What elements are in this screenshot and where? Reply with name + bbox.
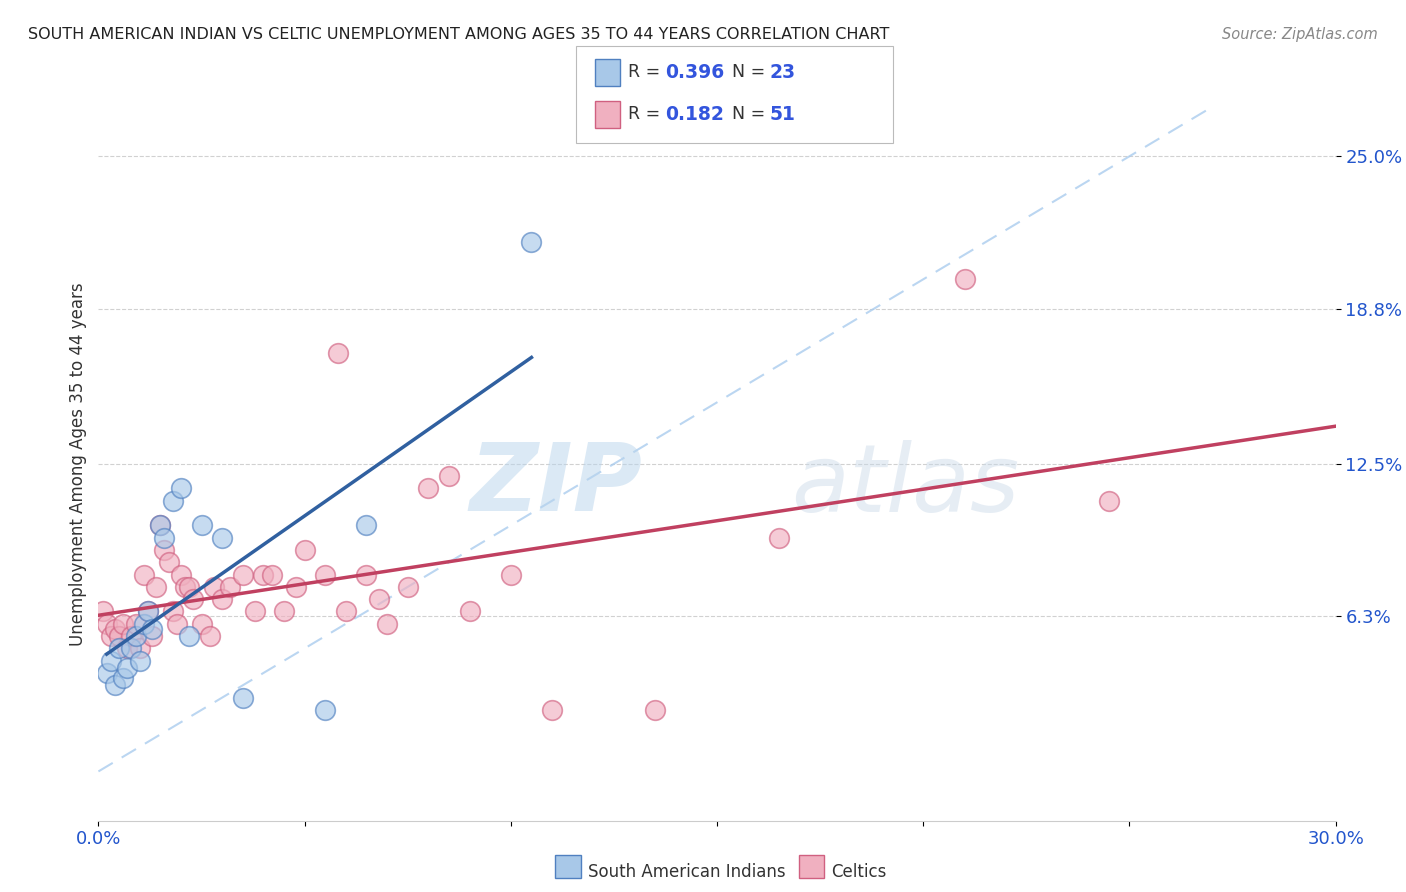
- Point: [314, 567, 336, 582]
- Point: [100, 654, 122, 668]
- Point: [132, 567, 155, 582]
- Point: [117, 661, 139, 675]
- Point: [157, 555, 180, 569]
- Point: [149, 518, 172, 533]
- Point: [211, 531, 233, 545]
- Point: [108, 629, 131, 643]
- Point: [211, 592, 233, 607]
- Point: [128, 641, 150, 656]
- Point: [136, 605, 159, 619]
- Point: [190, 616, 212, 631]
- Point: [112, 616, 135, 631]
- Point: [108, 641, 131, 656]
- Point: [219, 580, 242, 594]
- Point: [128, 654, 150, 668]
- Point: [153, 531, 176, 545]
- Point: [294, 543, 316, 558]
- Point: [104, 622, 127, 636]
- Point: [162, 493, 184, 508]
- Point: [117, 641, 139, 656]
- Text: N =: N =: [721, 63, 770, 81]
- Point: [179, 629, 201, 643]
- Text: ZIP: ZIP: [470, 439, 643, 532]
- Point: [458, 605, 481, 619]
- Point: [356, 518, 378, 533]
- Point: [953, 272, 976, 286]
- Point: [174, 580, 197, 594]
- Point: [499, 567, 522, 582]
- Text: 0.396: 0.396: [665, 63, 724, 82]
- Point: [120, 629, 142, 643]
- Point: [396, 580, 419, 594]
- Text: SOUTH AMERICAN INDIAN VS CELTIC UNEMPLOYMENT AMONG AGES 35 TO 44 YEARS CORRELATI: SOUTH AMERICAN INDIAN VS CELTIC UNEMPLOY…: [28, 27, 890, 42]
- Text: Source: ZipAtlas.com: Source: ZipAtlas.com: [1222, 27, 1378, 42]
- Point: [141, 629, 163, 643]
- Point: [418, 482, 440, 496]
- Point: [198, 629, 221, 643]
- Point: [112, 671, 135, 685]
- Point: [190, 518, 212, 533]
- Point: [141, 622, 163, 636]
- Point: [375, 616, 398, 631]
- Point: [96, 616, 118, 631]
- Point: [335, 605, 357, 619]
- Point: [367, 592, 389, 607]
- Point: [166, 616, 188, 631]
- Text: R =: R =: [628, 105, 666, 123]
- Text: N =: N =: [721, 105, 770, 123]
- Point: [104, 678, 127, 692]
- Point: [326, 346, 349, 360]
- Point: [356, 567, 378, 582]
- Point: [243, 605, 266, 619]
- Point: [314, 703, 336, 717]
- Point: [285, 580, 308, 594]
- Text: R =: R =: [628, 63, 666, 81]
- Point: [170, 482, 193, 496]
- Point: [273, 605, 295, 619]
- Point: [437, 469, 460, 483]
- Point: [91, 605, 114, 619]
- Point: [520, 235, 543, 250]
- Point: [179, 580, 201, 594]
- Point: [202, 580, 225, 594]
- Point: [132, 616, 155, 631]
- Point: [181, 592, 204, 607]
- Point: [136, 605, 159, 619]
- Point: [232, 567, 254, 582]
- Y-axis label: Unemployment Among Ages 35 to 44 years: Unemployment Among Ages 35 to 44 years: [69, 282, 87, 646]
- Text: atlas: atlas: [792, 440, 1019, 531]
- Point: [145, 580, 167, 594]
- Point: [644, 703, 666, 717]
- Text: 0.182: 0.182: [665, 105, 724, 124]
- Text: Celtics: Celtics: [831, 863, 886, 881]
- Text: South American Indians: South American Indians: [588, 863, 786, 881]
- Point: [1098, 493, 1121, 508]
- Point: [162, 605, 184, 619]
- Point: [252, 567, 274, 582]
- Point: [149, 518, 172, 533]
- Point: [124, 629, 146, 643]
- Point: [120, 641, 142, 656]
- Point: [170, 567, 193, 582]
- Point: [100, 629, 122, 643]
- Text: 23: 23: [769, 63, 796, 82]
- Point: [260, 567, 283, 582]
- Point: [768, 531, 790, 545]
- Point: [153, 543, 176, 558]
- Point: [541, 703, 564, 717]
- Text: 51: 51: [769, 105, 794, 124]
- Point: [124, 616, 146, 631]
- Point: [96, 665, 118, 680]
- Point: [232, 690, 254, 705]
